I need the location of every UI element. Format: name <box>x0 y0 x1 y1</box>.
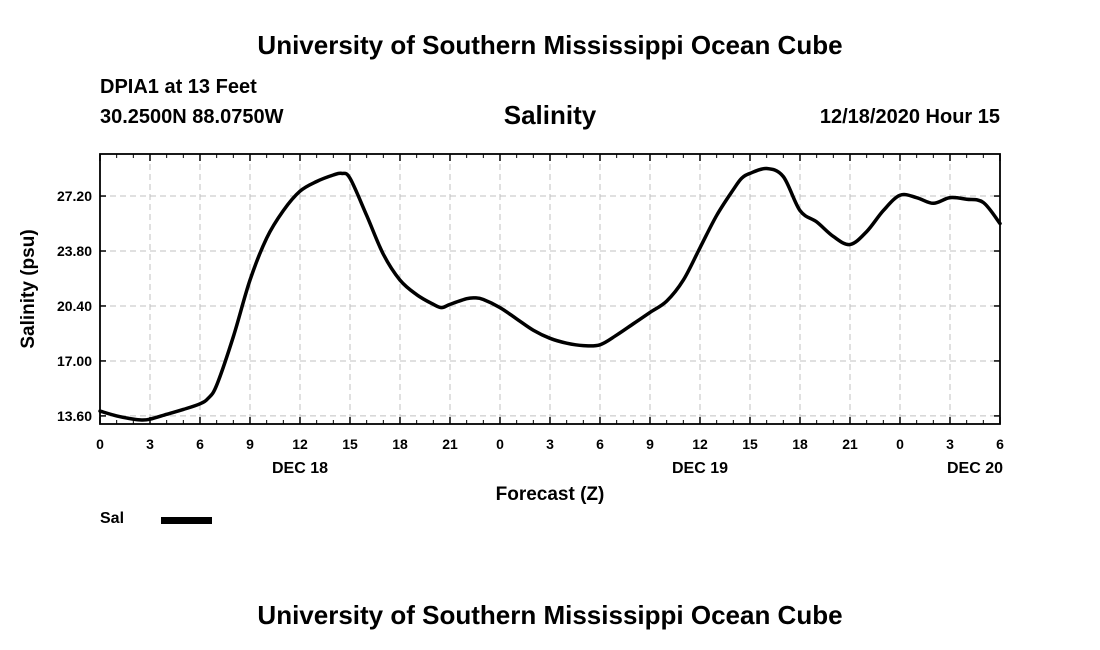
x-tick-label: 12 <box>292 436 308 452</box>
legend-label: Sal <box>100 510 125 527</box>
x-tick-label: 15 <box>742 436 758 452</box>
legend-swatch <box>161 517 212 524</box>
x-tick-label: 3 <box>146 436 154 452</box>
x-day-label: DEC 18 <box>272 460 328 477</box>
chart-title: Salinity <box>503 100 597 130</box>
x-tick-label: 18 <box>392 436 408 452</box>
x-axis-label: Forecast (Z) <box>496 484 605 505</box>
x-tick-label: 6 <box>196 436 204 452</box>
y-tick-label: 20.40 <box>57 298 92 314</box>
x-day-label: DEC 20 <box>947 460 1003 477</box>
x-tick-label: 12 <box>692 436 708 452</box>
x-tick-label: 3 <box>946 436 954 452</box>
x-tick-label: 6 <box>996 436 1004 452</box>
page-title: University of Southern Mississippi Ocean… <box>257 30 843 60</box>
forecast-datetime: 12/18/2020 Hour 15 <box>819 106 1000 128</box>
y-tick-label: 17.00 <box>57 353 92 369</box>
y-tick-label: 23.80 <box>57 243 92 259</box>
station-name: DPIA1 at 13 Feet <box>100 76 257 98</box>
x-tick-label: 9 <box>646 436 654 452</box>
station-coordinates: 30.2500N 88.0750W <box>100 106 284 128</box>
series-line-sal <box>98 166 1002 422</box>
x-tick-label: 15 <box>342 436 358 452</box>
y-tick-label: 27.20 <box>57 188 92 204</box>
x-tick-label: 6 <box>596 436 604 452</box>
x-tick-label: 0 <box>496 436 504 452</box>
x-tick-label: 0 <box>896 436 904 452</box>
x-tick-label: 18 <box>792 436 808 452</box>
footer-title: University of Southern Mississippi Ocean… <box>257 600 843 630</box>
x-tick-label: 9 <box>246 436 254 452</box>
x-tick-label: 3 <box>546 436 554 452</box>
x-day-label: DEC 19 <box>672 460 728 477</box>
x-tick-label: 21 <box>842 436 858 452</box>
x-tick-label: 21 <box>442 436 458 452</box>
y-axis-label: Salinity (psu) <box>18 229 39 348</box>
plot-frame <box>99 153 1001 425</box>
x-tick-label: 0 <box>96 436 104 452</box>
y-tick-label: 13.60 <box>57 408 92 424</box>
